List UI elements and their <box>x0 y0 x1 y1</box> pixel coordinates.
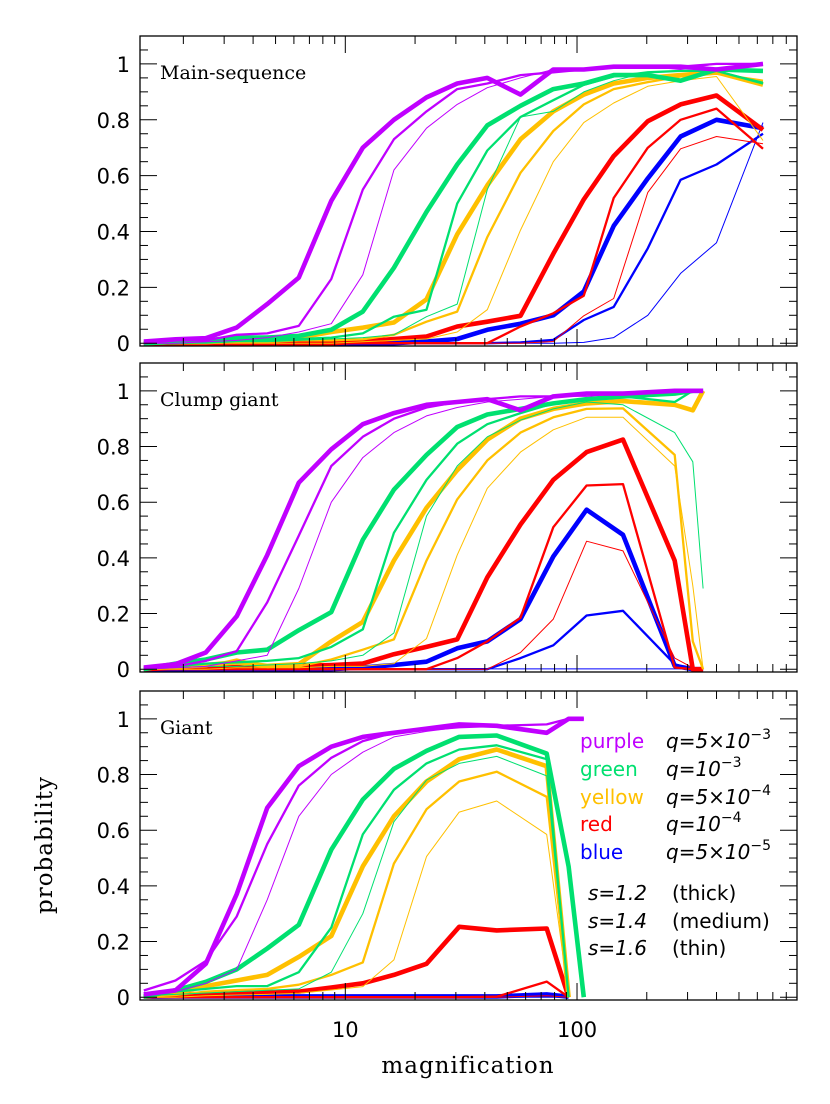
panel-title: Giant <box>160 717 213 739</box>
panel-title: Clump giant <box>160 389 279 411</box>
y-tick-label: 0.4 <box>97 875 130 899</box>
legend-q-exponent: −3 <box>721 755 742 771</box>
series-line-green-s1.6 <box>143 755 570 998</box>
legend-thickness-item: s=1.2 (thick) <box>588 881 736 905</box>
y-tick-label: 0 <box>117 658 130 682</box>
y-tick-label: 1 <box>117 708 130 732</box>
legend-q-mantissa: q=10 <box>666 757 721 781</box>
y-tick-label: 0.2 <box>97 603 130 627</box>
legend-item-blue: blue q=5×10−5 <box>580 838 771 864</box>
legend-q-exponent: −3 <box>750 727 771 743</box>
panel-frame <box>139 35 798 347</box>
y-tick-label: 0.8 <box>97 764 130 788</box>
series-line-yellow-s1.2 <box>143 747 571 999</box>
legend-color-label: purple <box>580 729 644 753</box>
legend-item-purple: purple q=5×10−3 <box>580 727 771 753</box>
series-line-blue-s1.6 <box>143 122 764 344</box>
y-axis-title: probability <box>32 776 58 914</box>
legend-s-desc: (medium) <box>672 909 770 933</box>
series-line-green-s1.6 <box>143 401 704 670</box>
legend-s-value: s=1.4 <box>588 909 647 933</box>
legend-q-mantissa: q=5×10 <box>666 840 750 864</box>
legend-q-exponent: −4 <box>750 783 771 799</box>
legend-q-value: q=5×10−3 <box>666 727 771 753</box>
series-line-red-s1.6 <box>143 540 704 670</box>
y-tick-label: 0.4 <box>97 547 130 571</box>
series-line-yellow-s1.6 <box>143 416 704 670</box>
legend-item-red: red q=10−4 <box>580 810 742 836</box>
legend-item-green: green q=10−3 <box>580 755 742 781</box>
panel-1: 0 0.2 0.4 0.6 0.8 1 Main-sequence <box>97 35 798 356</box>
legend-q-exponent: −5 <box>750 838 771 854</box>
y-tick-label: 0.6 <box>97 819 130 843</box>
y-tick-label: 0 <box>117 332 130 356</box>
x-tick-label: 10 <box>332 1018 359 1042</box>
legend-color-label: blue <box>580 840 623 864</box>
legend-thickness-item: s=1.4 (medium) <box>588 909 770 933</box>
series-line-green-s1.2 <box>143 388 704 672</box>
legend-q-value: q=10−3 <box>666 755 742 781</box>
legend-color-label: yellow <box>580 785 644 809</box>
panel-title: Main-sequence <box>160 62 306 84</box>
legend-q-value: q=10−4 <box>666 810 742 836</box>
legend-s-value: s=1.6 <box>588 936 647 960</box>
legend-q-mantissa: q=10 <box>666 812 721 836</box>
legend-thickness-item: s=1.6 (thin) <box>588 936 726 960</box>
y-tick-label: 0.2 <box>97 931 130 955</box>
legend-item-yellow: yellow q=5×10−4 <box>580 783 771 809</box>
y-tick-label: 1 <box>117 380 130 404</box>
series-line-purple-s1.2 <box>143 61 764 344</box>
series-line-green-s1.4 <box>143 744 570 998</box>
y-tick-label: 0 <box>117 986 130 1010</box>
y-tick-label: 0.6 <box>97 165 130 189</box>
legend-color-label: red <box>580 812 613 836</box>
legend-color-label: green <box>580 757 638 781</box>
y-tick-label: 0.2 <box>97 276 130 300</box>
series-line-red-s1.4 <box>143 107 764 345</box>
y-tick-label: 0.8 <box>97 436 130 460</box>
series-line-yellow-s1.4 <box>143 72 764 345</box>
legend-q-mantissa: q=5×10 <box>666 729 750 753</box>
series-line-red-s1.2 <box>143 924 571 999</box>
legend-s-value: s=1.2 <box>588 881 647 905</box>
legend-s-desc: (thin) <box>672 936 726 960</box>
x-axis-title: magnification <box>381 1053 554 1079</box>
legend-q-value: q=5×10−5 <box>666 838 771 864</box>
panel-2: 0 0.2 0.4 0.6 0.8 1 Clump giant <box>97 362 798 682</box>
series-line-red-s1.2 <box>143 437 704 672</box>
series-line-yellow-s1.4 <box>143 770 570 998</box>
panel-frame <box>139 362 798 673</box>
series-line-purple-s1.2 <box>143 716 584 997</box>
series-line-yellow-s1.4 <box>143 407 705 671</box>
y-tick-label: 0.8 <box>97 109 130 133</box>
series-line-yellow-s1.2 <box>143 70 764 346</box>
y-tick-label: 0.6 <box>97 491 130 515</box>
series-line-green-s1.2 <box>143 67 764 346</box>
legend-q-exponent: −4 <box>721 810 742 826</box>
series-line-blue-s1.2 <box>143 117 764 346</box>
panel-frame <box>139 690 798 1001</box>
series-line-yellow-s1.6 <box>143 800 570 998</box>
legend-q-value: q=5×10−4 <box>666 783 771 809</box>
series-line-yellow-s1.6 <box>143 76 764 344</box>
series-line-green-s1.2 <box>143 733 587 999</box>
legend-s-desc: (thick) <box>672 881 736 905</box>
series-line-purple-s1.2 <box>143 388 704 670</box>
series-line-red-s1.4 <box>143 980 570 999</box>
y-tick-label: 0.4 <box>97 220 130 244</box>
x-tick-label: 100 <box>557 1018 597 1042</box>
y-tick-label: 1 <box>117 53 130 77</box>
legend-q-mantissa: q=5×10 <box>666 785 750 809</box>
